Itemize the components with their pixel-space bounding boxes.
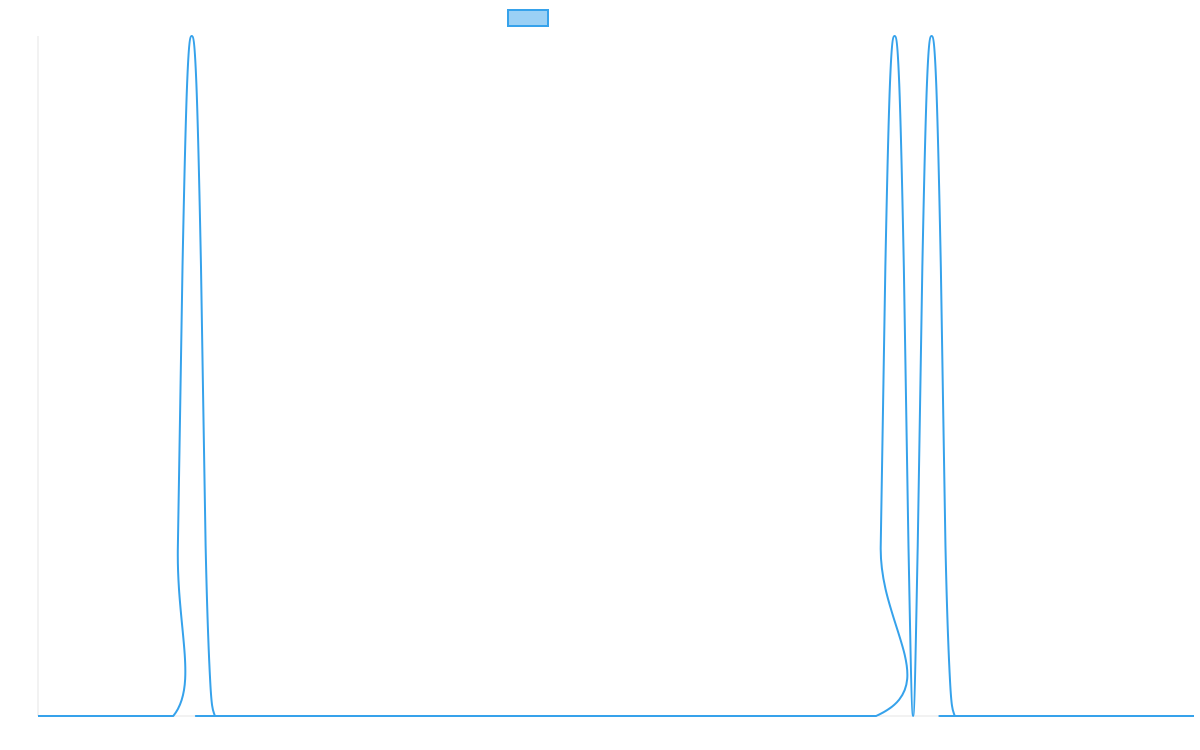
axes: [37, 36, 1194, 717]
series-line-0: [38, 35, 1194, 718]
plot-area: [38, 35, 1194, 718]
legend[interactable]: [507, 9, 549, 27]
legend-swatch[interactable]: [507, 9, 549, 27]
